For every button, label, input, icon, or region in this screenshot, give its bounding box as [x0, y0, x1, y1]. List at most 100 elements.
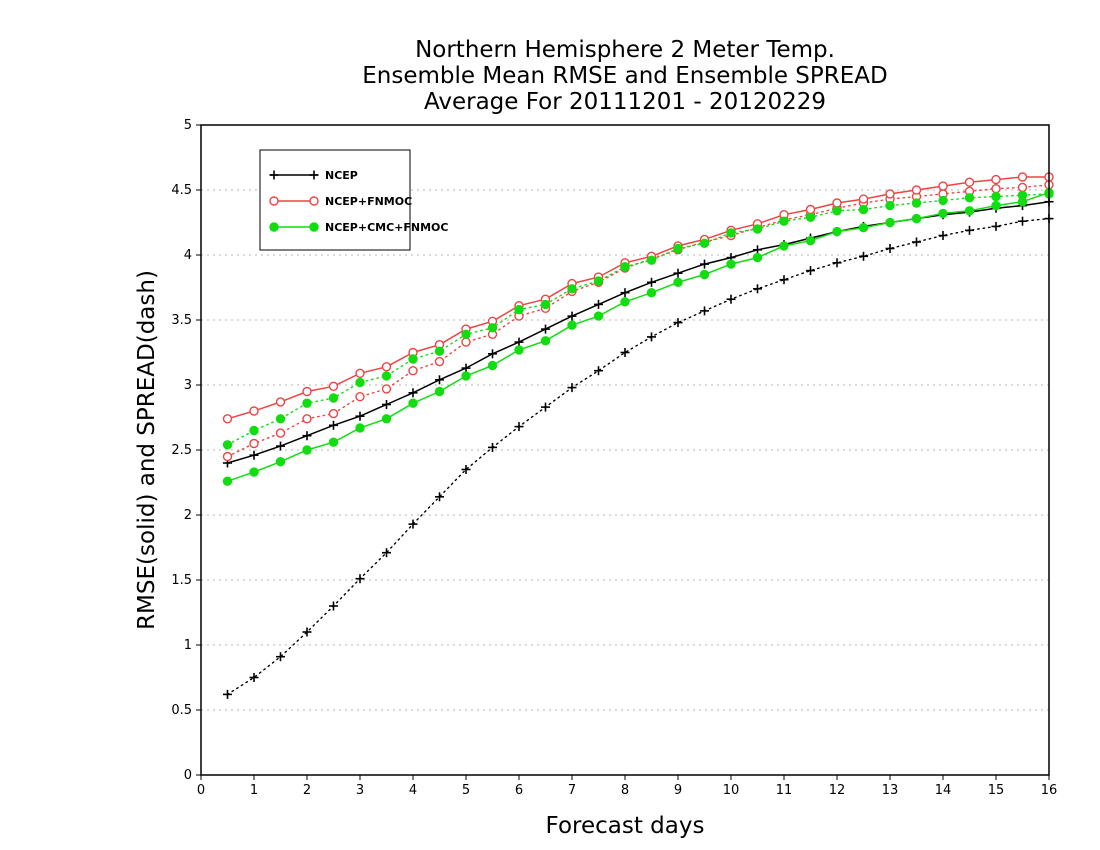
y-tick-label: 2 — [184, 508, 192, 523]
rmse-point — [779, 241, 789, 251]
spread-point — [434, 356, 445, 367]
spread-point — [646, 255, 657, 265]
spread-point — [673, 318, 683, 328]
spread-point — [302, 398, 312, 408]
rmse-point — [276, 441, 285, 451]
chart-title-line-2: Ensemble Mean RMSE and Ensemble SPREAD — [362, 63, 887, 89]
rmse-point — [328, 381, 339, 391]
legend-label: NCEP — [325, 169, 358, 182]
spread-point — [275, 428, 286, 438]
spread-point — [408, 354, 418, 364]
rmse-point — [938, 181, 948, 191]
spread-point — [276, 652, 285, 662]
y-tick-label: 5 — [184, 118, 192, 133]
x-tick-label: 7 — [568, 783, 576, 798]
rmse-point — [355, 368, 365, 378]
rmse-point — [673, 268, 683, 278]
rmse-point — [885, 189, 895, 199]
x-tick-label: 5 — [462, 783, 470, 798]
spread-point — [222, 440, 233, 450]
legend-item-ncep-fnmoc: NCEP+FNMOC — [269, 195, 412, 208]
spread-point — [302, 414, 312, 424]
rmse-point — [408, 398, 418, 408]
spread-point — [593, 276, 604, 286]
chart-title: Northern Hemisphere 2 Meter Temp. Ensemb… — [362, 37, 887, 115]
rmse-point — [620, 288, 630, 298]
rmse-point — [249, 450, 259, 460]
chart-title-line-3: Average For 20111201 - 20120229 — [424, 89, 826, 115]
rmse-point — [593, 311, 604, 321]
x-tick-label: 0 — [197, 783, 205, 798]
x-tick-label: 14 — [935, 783, 952, 798]
rmse-point — [858, 194, 869, 204]
rmse-point — [911, 213, 922, 224]
x-tick-label: 16 — [1041, 783, 1058, 798]
rmse-point — [647, 277, 656, 287]
rmse-point — [964, 206, 975, 216]
y-axis-label: RMSE(solid) and SPREAD(dash) — [134, 270, 160, 630]
rmse-point — [302, 445, 312, 455]
x-tick-label: 11 — [776, 783, 793, 798]
spread-point — [355, 392, 365, 402]
rmse-point — [514, 345, 524, 355]
rmse-point — [911, 185, 922, 195]
spread-point — [461, 329, 471, 339]
rmse-point — [381, 362, 392, 372]
x-tick-label: 3 — [356, 783, 364, 798]
spread-point — [885, 200, 895, 211]
x-tick-label: 2 — [303, 783, 311, 798]
rmse-point — [355, 411, 365, 421]
rmse-point — [461, 363, 471, 373]
spread-point — [249, 673, 259, 682]
legend-box — [259, 149, 411, 251]
rmse-point — [461, 371, 471, 381]
spread-point — [302, 627, 312, 637]
rmse-point — [699, 269, 710, 280]
rmse-point — [567, 320, 577, 330]
spread-point — [938, 231, 948, 240]
axis-ticks: 00.511.522.533.544.550 1 2 3 4 5 6 7 8 9 10 11 12 13 1… — [171, 118, 1057, 798]
x-tick-label: 1 — [250, 783, 258, 798]
spread-point — [328, 393, 339, 403]
rmse-point — [408, 388, 418, 398]
legend-marker — [269, 196, 279, 206]
spread-point — [753, 284, 762, 294]
rmse-point — [567, 311, 577, 321]
spread-point — [912, 237, 921, 247]
spread-point — [779, 216, 789, 226]
spread-point — [223, 689, 232, 699]
rmse-point — [275, 457, 286, 467]
rmse-point — [329, 420, 338, 430]
rmse-point — [381, 414, 392, 424]
spread-point — [381, 384, 392, 394]
legend-item-ncep-cmc-fnmoc: NCEP+CMC+FNMOC — [269, 221, 448, 234]
series-ncep-cmc-fnmoc — [222, 187, 1054, 486]
legend-item-ncep: NCEP — [269, 169, 358, 182]
x-tick-label: 10 — [723, 783, 740, 798]
spread-point — [726, 294, 736, 304]
spread-point — [222, 451, 233, 462]
rmse-point — [435, 375, 444, 385]
rmse-point — [302, 431, 312, 441]
rmse-point — [700, 259, 709, 269]
rmse-point — [594, 299, 603, 309]
rmse-point — [541, 324, 550, 334]
rmse-point — [222, 476, 233, 486]
spread-point — [805, 212, 816, 223]
spread-point — [514, 422, 524, 432]
spread-point — [647, 332, 656, 342]
rmse-point — [885, 217, 895, 228]
rmse-point — [302, 386, 312, 397]
spread-point — [355, 574, 365, 584]
x-tick-label: 13 — [882, 783, 899, 798]
spread-point — [859, 251, 868, 261]
spread-point — [567, 284, 577, 294]
rmse-point — [487, 360, 498, 371]
rmse-point — [434, 386, 445, 397]
spread-point — [567, 383, 577, 393]
rmse-point — [858, 223, 869, 233]
rmse-point — [805, 236, 816, 246]
spread-point — [938, 195, 948, 206]
rmse-point — [222, 414, 233, 424]
